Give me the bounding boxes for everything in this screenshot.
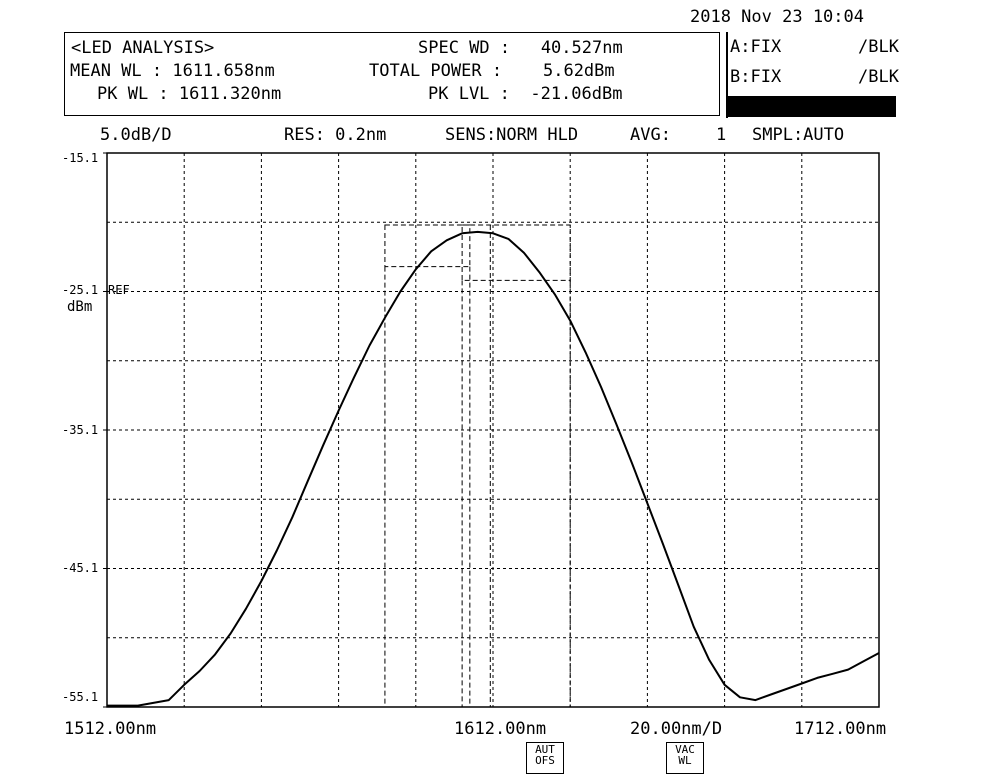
auto-offset-label-2: OFS (535, 754, 555, 767)
x-division-label: 20.00nm/D (630, 719, 723, 739)
trace-c-active-row: C:WRITE /DSP (726, 96, 896, 158)
analysis-marker-box-2 (461, 224, 571, 281)
sampling-setting: SMPL:AUTO (752, 125, 845, 145)
trace-panel-divider (726, 32, 728, 118)
x-center-label: 1612.00nm (454, 719, 547, 739)
analysis-title: <LED ANALYSIS> (71, 38, 215, 58)
auto-offset-label-1: AUT (535, 743, 555, 756)
y-tick-label-2: -35.1 (62, 423, 99, 437)
ref-label: REF (108, 283, 130, 297)
average-value: 1 (716, 125, 727, 145)
analysis-marker-box-1 (384, 224, 471, 268)
trace-a-name: A:FIX (730, 37, 782, 57)
led-analysis-panel: <LED ANALYSIS> MEAN WL : 1611.658nm PK W… (64, 32, 720, 116)
datetime-label: 2018 Nov 23 10:04 (690, 7, 864, 27)
trace-b-name: B:FIX (730, 67, 782, 87)
vacuum-wl-label-2: WL (678, 754, 692, 767)
trace-status-panel: A:FIX /BLK B:FIX /BLK C:WRITE /DSP (726, 32, 902, 158)
sensitivity-setting: SENS:NORM HLD (445, 125, 579, 145)
average-label: AVG: (630, 125, 671, 145)
y-tick-label-0: -15.1 (62, 151, 99, 165)
y-tick-label-4: -55.1 (62, 690, 99, 704)
trace-c-name: C:WRITE (730, 117, 802, 137)
vacuum-wavelength-button[interactable]: VAC WL (666, 742, 704, 774)
y-tick-label-1: -25.1 (62, 283, 99, 297)
spec-width-readout: SPEC WD : 40.527nm (418, 38, 623, 58)
x-start-label: 1512.00nm (64, 719, 157, 739)
peak-wl-readout: PK WL : 1611.320nm (97, 84, 282, 104)
spectrum-trace (107, 230, 880, 707)
auto-offset-button[interactable]: AUT OFS (526, 742, 564, 774)
y-tick-label-3: -45.1 (62, 561, 99, 575)
vacuum-wl-label-1: VAC (675, 743, 695, 756)
mean-wl-readout: MEAN WL : 1611.658nm (70, 61, 275, 81)
total-power-readout: TOTAL POWER : 5.62dBm (369, 61, 615, 81)
y-unit-label: dBm (67, 299, 93, 315)
trace-a-mode: /BLK (858, 37, 899, 57)
scale-setting: 5.0dB/D (100, 125, 172, 145)
resolution-setting: RES: 0.2nm (284, 125, 387, 145)
peak-level-readout: PK LVL : -21.06dBm (428, 84, 623, 104)
x-stop-label: 1712.00nm (794, 719, 887, 739)
trace-b-mode: /BLK (858, 67, 899, 87)
